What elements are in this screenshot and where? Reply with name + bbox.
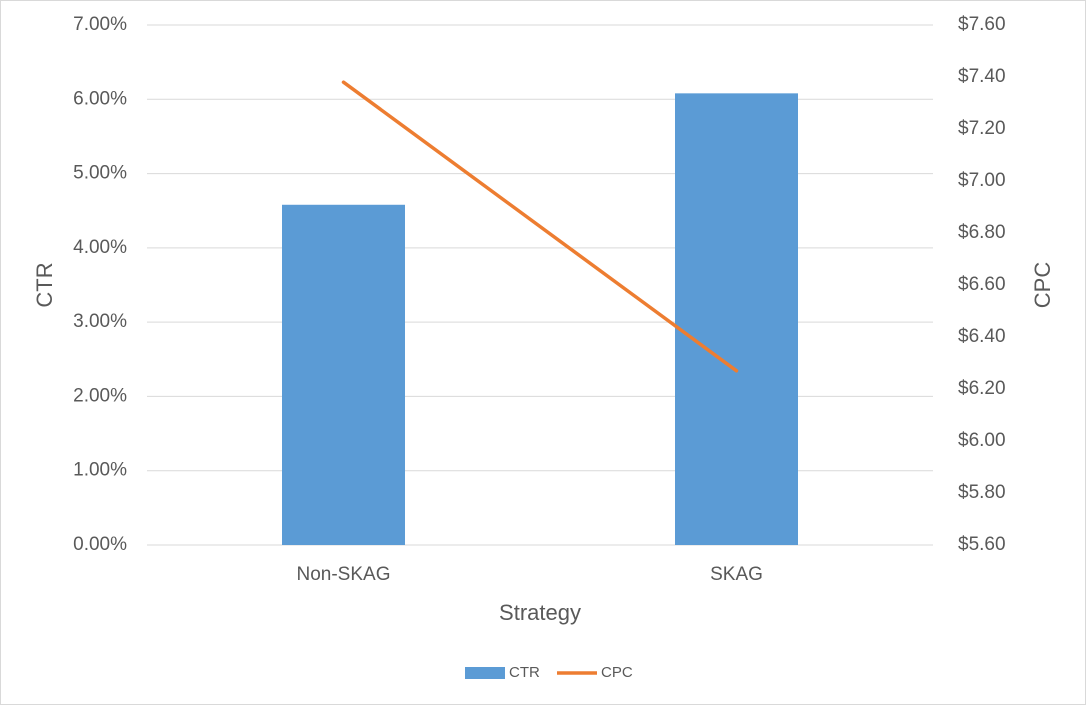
y-tick-label: 5.00% xyxy=(73,163,127,184)
x-tick-label: Non-SKAG xyxy=(297,564,391,585)
y2-tick-label: $7.40 xyxy=(958,66,1006,87)
x-axis-title: Strategy xyxy=(499,600,581,625)
y2-axis-title: CPC xyxy=(1030,262,1055,309)
bar xyxy=(282,204,405,545)
y-tick-label: 3.00% xyxy=(73,311,127,332)
y2-tick-label: $7.00 xyxy=(958,170,1006,191)
line xyxy=(341,80,739,373)
y-tick-label: 6.00% xyxy=(73,88,127,109)
y2-tick-label: $6.00 xyxy=(958,430,1006,451)
y2-tick-label: $6.40 xyxy=(958,326,1006,347)
bar xyxy=(675,93,798,545)
legend-label: CPC xyxy=(601,664,633,681)
y2-tick-label: $7.20 xyxy=(958,118,1006,139)
y2-tick-label: $5.60 xyxy=(958,534,1006,555)
y2-tick-label: $6.20 xyxy=(958,378,1006,399)
y2-tick-label: $6.80 xyxy=(958,222,1006,243)
y-axis-title: CTR xyxy=(32,262,57,307)
y2-tick-label: $7.60 xyxy=(958,14,1006,35)
legend-label: CTR xyxy=(509,664,540,681)
y-tick-label: 1.00% xyxy=(73,460,127,481)
y-tick-label: 4.00% xyxy=(73,237,127,258)
y-tick-label: 7.00% xyxy=(73,14,127,35)
y2-tick-label: $6.60 xyxy=(958,274,1006,295)
y-tick-label: 0.00% xyxy=(73,534,127,555)
legend-swatch xyxy=(465,667,505,679)
x-tick-label: SKAG xyxy=(710,564,763,585)
y2-tick-label: $5.80 xyxy=(958,482,1006,503)
y-tick-label: 2.00% xyxy=(73,385,127,406)
